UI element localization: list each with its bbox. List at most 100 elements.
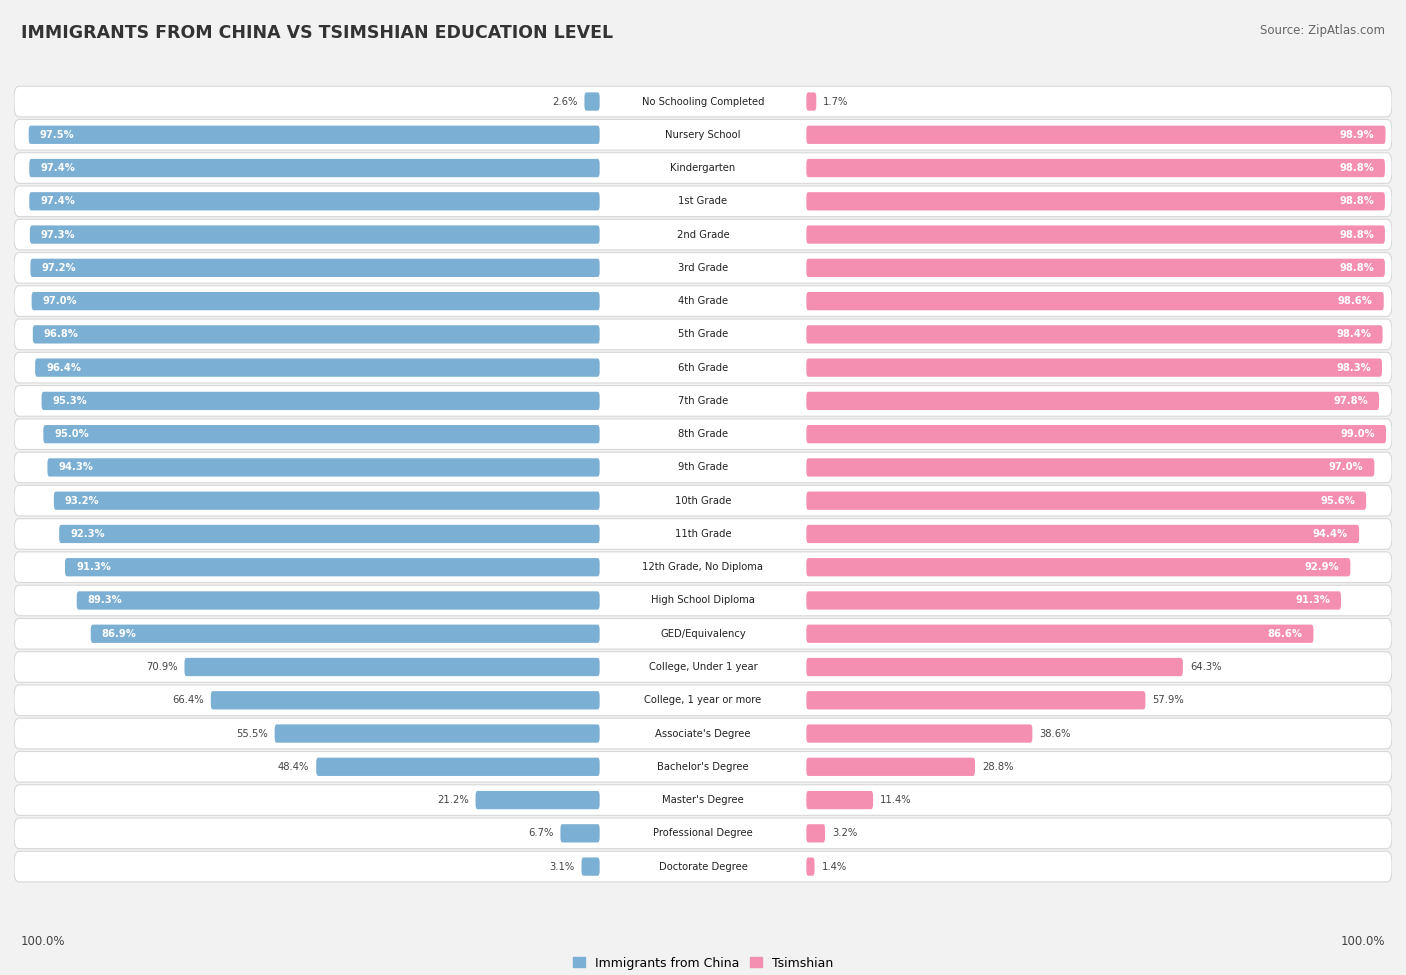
FancyBboxPatch shape [28, 126, 599, 144]
FancyBboxPatch shape [807, 126, 1385, 144]
Text: GED/Equivalency: GED/Equivalency [661, 629, 745, 639]
Text: 96.4%: 96.4% [46, 363, 82, 372]
Text: 97.0%: 97.0% [1329, 462, 1364, 473]
Legend: Immigrants from China, Tsimshian: Immigrants from China, Tsimshian [572, 956, 834, 969]
Text: 12th Grade, No Diploma: 12th Grade, No Diploma [643, 563, 763, 572]
Text: 57.9%: 57.9% [1153, 695, 1184, 705]
Text: 64.3%: 64.3% [1189, 662, 1222, 672]
FancyBboxPatch shape [274, 724, 599, 743]
FancyBboxPatch shape [807, 292, 1384, 310]
FancyBboxPatch shape [807, 791, 873, 809]
FancyBboxPatch shape [14, 585, 1392, 616]
Text: 48.4%: 48.4% [278, 761, 309, 772]
FancyBboxPatch shape [53, 491, 599, 510]
Text: 95.3%: 95.3% [52, 396, 87, 406]
Text: Kindergarten: Kindergarten [671, 163, 735, 173]
FancyBboxPatch shape [42, 392, 599, 410]
FancyBboxPatch shape [316, 758, 599, 776]
FancyBboxPatch shape [14, 752, 1392, 782]
FancyBboxPatch shape [807, 558, 1350, 576]
Text: 21.2%: 21.2% [437, 795, 468, 805]
FancyBboxPatch shape [807, 359, 1382, 376]
FancyBboxPatch shape [807, 93, 817, 110]
Text: 92.9%: 92.9% [1305, 563, 1340, 572]
Text: 89.3%: 89.3% [87, 596, 122, 605]
Text: 1st Grade: 1st Grade [679, 196, 727, 207]
Text: Nursery School: Nursery School [665, 130, 741, 139]
Text: 2nd Grade: 2nd Grade [676, 229, 730, 240]
FancyBboxPatch shape [807, 525, 1360, 543]
FancyBboxPatch shape [807, 625, 1313, 643]
FancyBboxPatch shape [807, 691, 1146, 710]
Text: 1.4%: 1.4% [821, 862, 846, 872]
Text: 97.0%: 97.0% [42, 296, 77, 306]
Text: 4th Grade: 4th Grade [678, 296, 728, 306]
Text: 97.8%: 97.8% [1333, 396, 1368, 406]
Text: 95.6%: 95.6% [1320, 495, 1355, 506]
FancyBboxPatch shape [14, 319, 1392, 350]
FancyBboxPatch shape [59, 525, 599, 543]
Text: Doctorate Degree: Doctorate Degree [658, 862, 748, 872]
Text: 98.4%: 98.4% [1337, 330, 1371, 339]
FancyBboxPatch shape [14, 120, 1392, 150]
FancyBboxPatch shape [807, 225, 1385, 244]
Text: 98.8%: 98.8% [1339, 163, 1374, 173]
Text: 99.0%: 99.0% [1340, 429, 1375, 439]
FancyBboxPatch shape [77, 591, 599, 609]
FancyBboxPatch shape [65, 558, 599, 576]
FancyBboxPatch shape [475, 791, 599, 809]
Text: 70.9%: 70.9% [146, 662, 177, 672]
FancyBboxPatch shape [807, 458, 1375, 477]
FancyBboxPatch shape [807, 658, 1182, 677]
FancyBboxPatch shape [14, 153, 1392, 183]
Text: 95.0%: 95.0% [55, 429, 89, 439]
Text: 6.7%: 6.7% [529, 829, 554, 838]
Text: 100.0%: 100.0% [1340, 935, 1385, 948]
Text: 98.8%: 98.8% [1339, 196, 1374, 207]
Text: 97.4%: 97.4% [41, 163, 75, 173]
FancyBboxPatch shape [184, 658, 599, 677]
FancyBboxPatch shape [30, 159, 599, 177]
Text: 97.5%: 97.5% [39, 130, 75, 139]
FancyBboxPatch shape [14, 618, 1392, 649]
Text: Source: ZipAtlas.com: Source: ZipAtlas.com [1260, 24, 1385, 37]
Text: 97.2%: 97.2% [42, 263, 76, 273]
FancyBboxPatch shape [14, 86, 1392, 117]
FancyBboxPatch shape [31, 292, 599, 310]
Text: 11.4%: 11.4% [880, 795, 911, 805]
Text: 96.8%: 96.8% [44, 330, 79, 339]
FancyBboxPatch shape [14, 385, 1392, 416]
FancyBboxPatch shape [14, 785, 1392, 815]
FancyBboxPatch shape [30, 192, 599, 211]
FancyBboxPatch shape [807, 159, 1385, 177]
Text: 97.4%: 97.4% [41, 196, 75, 207]
Text: 94.3%: 94.3% [59, 462, 93, 473]
FancyBboxPatch shape [561, 824, 599, 842]
FancyBboxPatch shape [14, 651, 1392, 682]
FancyBboxPatch shape [31, 258, 599, 277]
Text: 3rd Grade: 3rd Grade [678, 263, 728, 273]
FancyBboxPatch shape [14, 186, 1392, 216]
Text: 2.6%: 2.6% [553, 97, 578, 106]
FancyBboxPatch shape [14, 519, 1392, 549]
Text: 100.0%: 100.0% [21, 935, 66, 948]
Text: 97.3%: 97.3% [41, 229, 76, 240]
FancyBboxPatch shape [91, 625, 599, 643]
Text: 98.6%: 98.6% [1339, 296, 1372, 306]
FancyBboxPatch shape [211, 691, 599, 710]
FancyBboxPatch shape [807, 491, 1367, 510]
Text: Master's Degree: Master's Degree [662, 795, 744, 805]
FancyBboxPatch shape [807, 192, 1385, 211]
Text: 38.6%: 38.6% [1039, 728, 1071, 738]
Text: 98.8%: 98.8% [1339, 229, 1374, 240]
FancyBboxPatch shape [14, 486, 1392, 516]
FancyBboxPatch shape [14, 851, 1392, 882]
Text: 7th Grade: 7th Grade [678, 396, 728, 406]
FancyBboxPatch shape [807, 425, 1386, 444]
FancyBboxPatch shape [14, 419, 1392, 449]
Text: 98.9%: 98.9% [1340, 130, 1375, 139]
Text: 1.7%: 1.7% [823, 97, 849, 106]
FancyBboxPatch shape [807, 824, 825, 842]
Text: 98.8%: 98.8% [1339, 263, 1374, 273]
FancyBboxPatch shape [14, 452, 1392, 483]
